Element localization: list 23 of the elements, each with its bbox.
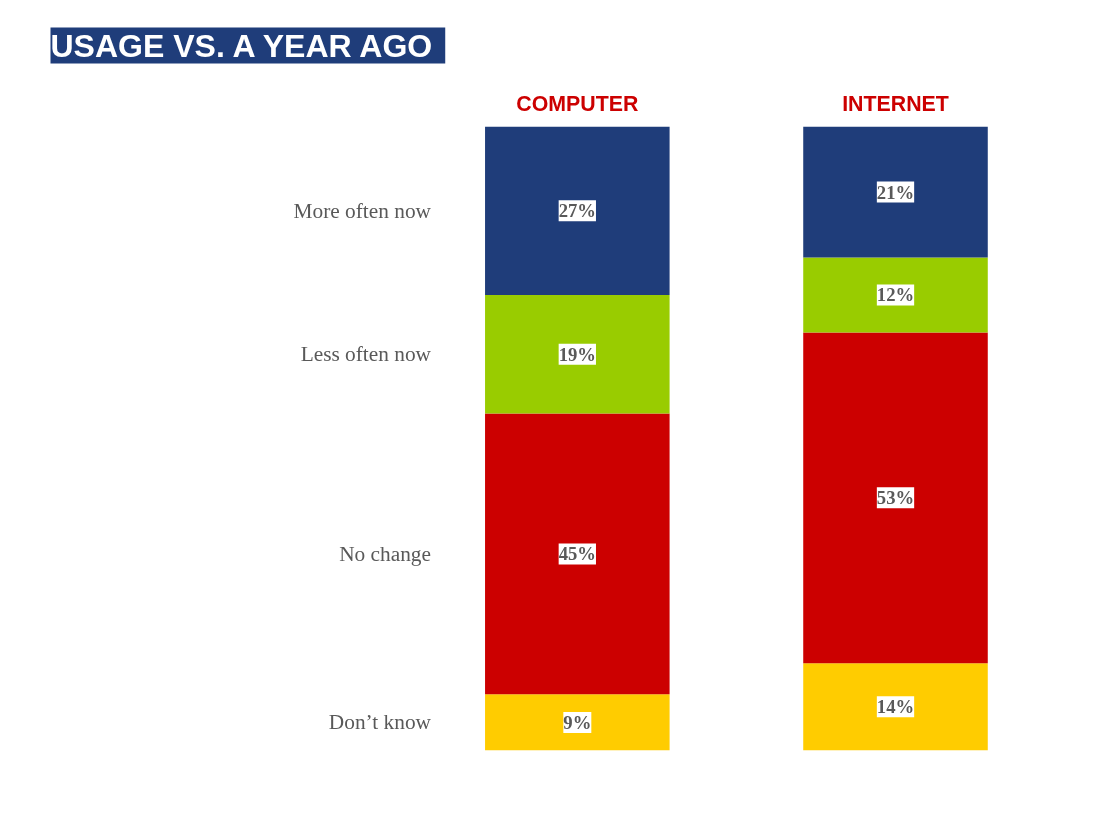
bar [485, 413, 670, 695]
text: Less often now [300, 342, 432, 367]
data-label: 19% [558, 343, 596, 365]
chart-title: USAGE VS. A YEAR AGO [50, 27, 433, 64]
data-label: 14% [876, 696, 915, 718]
bar [485, 294, 670, 414]
x-tick-label: COMPUTER [516, 91, 639, 116]
text: More often now [293, 198, 432, 223]
bar [803, 663, 988, 751]
data-label: 21% [876, 181, 915, 203]
bar [485, 126, 670, 295]
x-tick-label: INTERNET [842, 91, 949, 116]
data-label: 53% [876, 487, 915, 509]
text: No change [339, 541, 431, 566]
bar [485, 694, 670, 751]
data-label: 27% [558, 200, 596, 222]
data-label: 45% [558, 543, 596, 565]
bar [803, 332, 988, 664]
bar [803, 257, 988, 333]
data-label: 9% [563, 711, 592, 733]
bar [803, 126, 988, 258]
text: Don’t know [328, 710, 432, 735]
data-label: 12% [876, 284, 915, 306]
